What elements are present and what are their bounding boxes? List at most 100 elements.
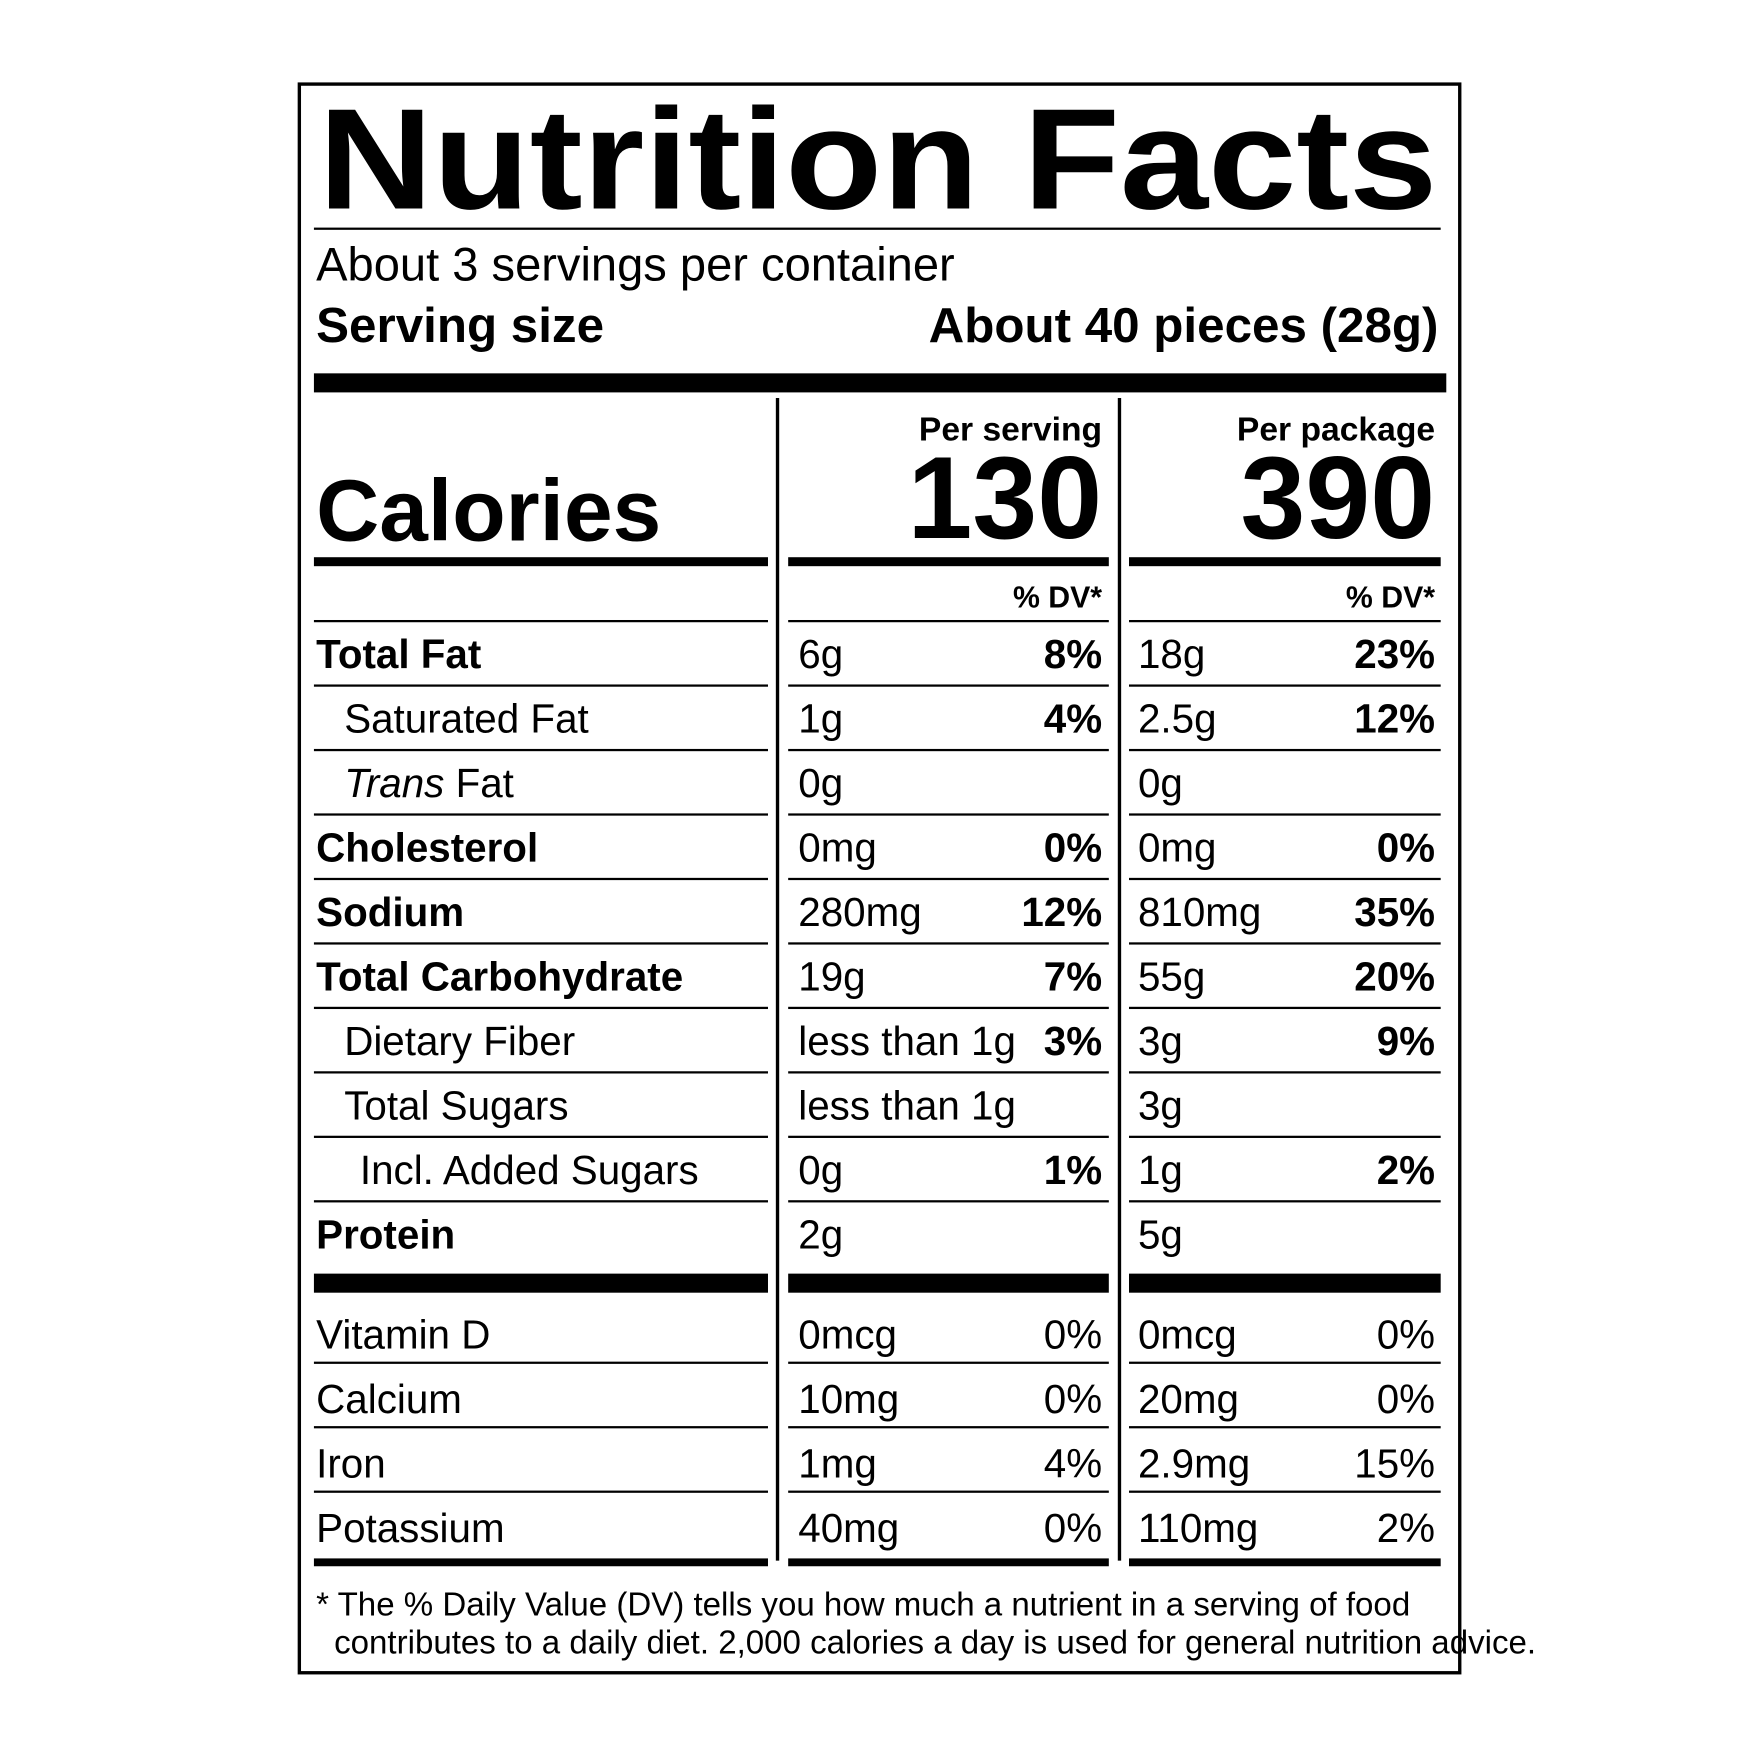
serving-dv: 7%	[1044, 954, 1102, 1000]
package-amount: 0g	[1138, 760, 1183, 806]
nutrient-name: Potassium	[316, 1505, 504, 1551]
row-rule	[313, 877, 768, 881]
row-rule	[313, 1200, 768, 1203]
serving-amount: less than 1g	[798, 1082, 1016, 1128]
package-dv: 0%	[1377, 1312, 1435, 1358]
medium-rule	[313, 1558, 768, 1567]
thick-rule	[1129, 1273, 1441, 1293]
serving-dv: 0%	[1044, 1312, 1102, 1358]
thick-rule	[313, 373, 1447, 393]
row-rule	[313, 813, 768, 816]
package-dv: 0%	[1377, 825, 1435, 871]
serving-dv: 8%	[1044, 631, 1102, 677]
calories-label: Calories	[316, 461, 661, 559]
serving-amount: 1g	[798, 696, 843, 742]
row-rule	[788, 942, 1109, 945]
medium-rule	[1129, 557, 1441, 567]
row-rule	[788, 813, 1109, 816]
serving-amount: 40mg	[798, 1505, 899, 1551]
package-amount: 3g	[1138, 1018, 1183, 1064]
nutrient-name-text: Fat	[456, 760, 514, 806]
serving-dv: 12%	[1021, 889, 1102, 935]
serving-amount: 10mg	[798, 1376, 899, 1422]
row-rule	[1129, 942, 1441, 945]
nutrient-name: Vitamin D	[316, 1312, 490, 1358]
serving-amount: 0g	[798, 760, 843, 806]
nutrient-name: Protein	[316, 1211, 455, 1257]
package-dv: 35%	[1354, 889, 1435, 935]
label-border	[297, 82, 1462, 1675]
package-dv: 9%	[1377, 1018, 1435, 1064]
medium-rule	[788, 1558, 1109, 1567]
row-rule	[788, 1200, 1109, 1203]
dv-header: % DV*	[1346, 582, 1435, 615]
row-rule	[788, 1361, 1109, 1364]
package-amount: 110mg	[1138, 1505, 1258, 1551]
row-rule	[1129, 1135, 1441, 1138]
per-package-header: Per package	[1237, 412, 1435, 449]
row-rule	[788, 1426, 1109, 1429]
row-rule	[788, 748, 1109, 752]
dv-header: % DV*	[1013, 582, 1102, 615]
serving-size-label: Serving size	[316, 298, 604, 353]
row-rule	[788, 877, 1109, 881]
nutrient-name: Dietary Fiber	[344, 1018, 575, 1064]
row-rule	[1129, 748, 1441, 752]
nutrient-name: Calcium	[316, 1376, 462, 1422]
serving-amount: less than 1g	[798, 1018, 1016, 1064]
package-amount: 3g	[1138, 1082, 1183, 1128]
calories-per-package: 390	[1241, 432, 1436, 563]
column-divider	[1117, 398, 1122, 1561]
medium-rule	[788, 557, 1109, 567]
row-rule	[313, 1006, 768, 1010]
row-rule	[313, 942, 768, 945]
per-serving-header: Per serving	[919, 412, 1102, 449]
row-rule	[1129, 1490, 1441, 1493]
package-amount: 1g	[1138, 1147, 1183, 1193]
serving-dv: 4%	[1044, 696, 1102, 742]
package-dv: 2%	[1377, 1505, 1435, 1551]
row-rule	[788, 1006, 1109, 1010]
servings-per-container: About 3 servings per container	[316, 237, 955, 290]
medium-rule	[1129, 1558, 1441, 1567]
row-rule	[313, 619, 768, 623]
thick-rule	[788, 1273, 1109, 1293]
nutrient-name: Cholesterol	[316, 825, 538, 871]
package-dv: 12%	[1354, 696, 1435, 742]
serving-amount: 6g	[798, 631, 843, 677]
row-rule	[313, 1071, 768, 1074]
serving-size-value: About 40 pieces (28g)	[929, 298, 1439, 353]
package-amount: 5g	[1138, 1211, 1183, 1257]
row-rule	[788, 684, 1109, 687]
package-dv: 0%	[1377, 1376, 1435, 1422]
row-rule	[1129, 1071, 1441, 1074]
package-amount: 20mg	[1138, 1376, 1239, 1422]
package-amount: 2.5g	[1138, 696, 1217, 742]
footnote: * The % Daily Value (DV) tells you how m…	[316, 1587, 1410, 1624]
row-rule	[313, 1490, 768, 1493]
serving-amount: 0mg	[798, 825, 877, 871]
row-rule	[313, 1135, 768, 1138]
calories-per-serving: 130	[908, 432, 1103, 563]
package-dv: 23%	[1354, 631, 1435, 677]
package-amount: 2.9mg	[1138, 1441, 1250, 1487]
package-amount: 55g	[1138, 954, 1205, 1000]
row-rule	[1129, 1361, 1441, 1364]
row-rule	[1129, 877, 1441, 881]
rule	[313, 227, 1441, 230]
row-rule	[788, 1135, 1109, 1138]
package-amount: 0mcg	[1138, 1312, 1237, 1358]
package-dv: 20%	[1354, 954, 1435, 1000]
row-rule	[1129, 1006, 1441, 1010]
nutrient-name-italic: Trans	[344, 760, 444, 806]
medium-rule	[313, 557, 768, 567]
footnote: contributes to a daily diet. 2,000 calor…	[334, 1625, 1536, 1662]
column-divider	[775, 398, 780, 1561]
serving-amount: 19g	[798, 954, 865, 1000]
nutrient-name: Sodium	[316, 889, 464, 935]
serving-dv: 1%	[1044, 1147, 1102, 1193]
nutrient-name: Saturated Fat	[344, 696, 589, 742]
row-rule	[1129, 1200, 1441, 1203]
